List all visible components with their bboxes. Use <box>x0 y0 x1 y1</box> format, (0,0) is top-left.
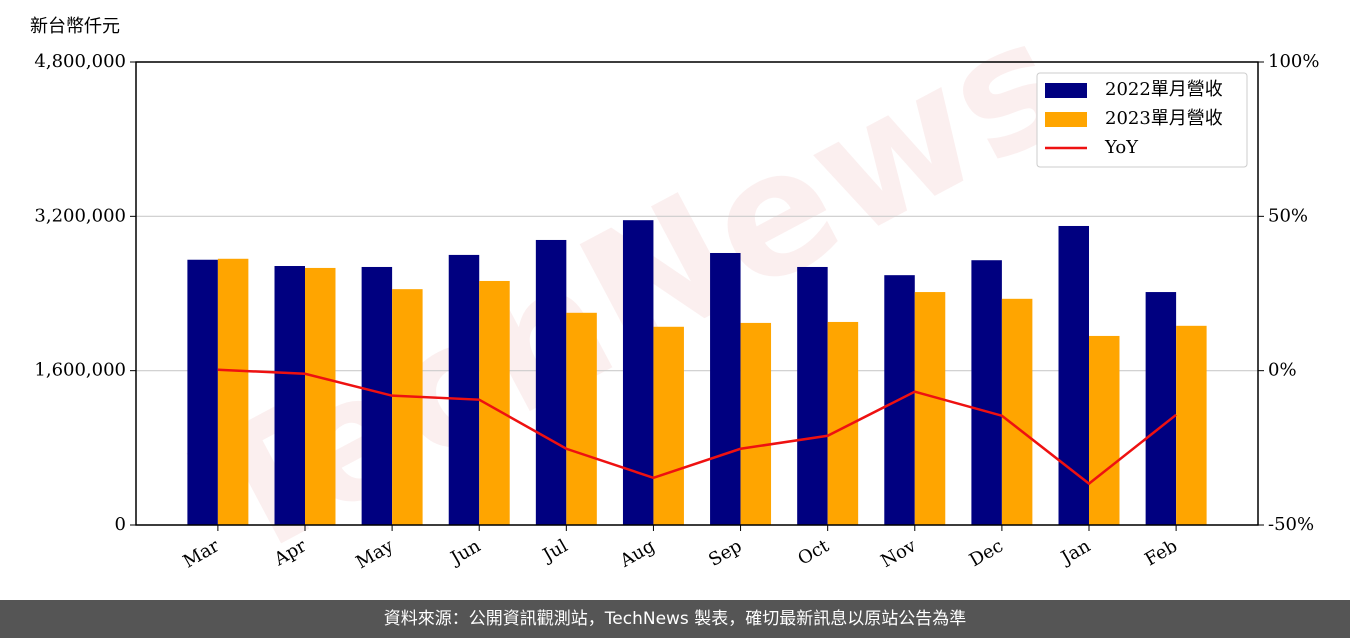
x-tick-label: Sep <box>705 535 745 570</box>
y2-tick-label: 0% <box>1268 360 1297 381</box>
bar <box>566 312 597 525</box>
bar <box>1001 298 1033 525</box>
x-tick-label: Nov <box>877 535 920 572</box>
bar <box>971 260 1002 525</box>
bar <box>622 220 654 526</box>
y-tick-label: 3,200,000 <box>34 205 126 226</box>
bar <box>304 267 336 525</box>
bar <box>274 266 305 525</box>
bar <box>392 289 423 525</box>
chart: 新台幣仟元 TechNews 01,600,0003,200,0004,800,… <box>30 0 1319 599</box>
bar <box>1176 325 1207 525</box>
line <box>217 368 1177 486</box>
footer: 資料來源：公開資訊觀測站，TechNews 製表，確切最新訊息以原站公告為準 <box>0 600 1350 638</box>
bar <box>361 266 393 525</box>
bar <box>1058 225 1090 525</box>
bar <box>217 258 249 525</box>
x-tick-label: Dec <box>966 535 1007 571</box>
y-tick-label: 4,800,000 <box>34 51 126 72</box>
x-tick-label: Oct <box>794 535 833 570</box>
legend-label: YoY <box>1104 137 1139 158</box>
y-axis-label: 新台幣仟元 <box>30 16 120 37</box>
bar <box>710 252 741 526</box>
bar <box>914 292 946 525</box>
bar <box>1145 292 1177 525</box>
bar <box>1089 335 1120 525</box>
x-tick-label: Jun <box>446 535 485 570</box>
x-tick-label: Jul <box>538 535 572 567</box>
x-tick-label: Aug <box>616 535 659 572</box>
bar <box>653 326 684 525</box>
y-tick-label: 1,600,000 <box>34 360 126 381</box>
bar <box>740 322 772 525</box>
y2-tick-label: 100% <box>1268 51 1319 72</box>
x-tick-label: Mar <box>180 535 224 572</box>
y-tick-label: 0 <box>115 514 126 535</box>
legend-swatch <box>1045 112 1087 127</box>
legend-swatch <box>1045 83 1087 98</box>
bar <box>448 254 480 525</box>
bar <box>797 266 828 525</box>
x-tick-label: Feb <box>1141 535 1181 570</box>
y2-tick-label: 50% <box>1268 205 1308 226</box>
plot-frame <box>135 61 1259 526</box>
bar <box>535 239 567 525</box>
bar <box>187 259 218 525</box>
legend-label: 2022單月營收 <box>1105 79 1223 100</box>
y2-tick-label: -50% <box>1268 514 1314 535</box>
legend-box <box>1036 72 1248 168</box>
x-tick-label: Jan <box>1056 535 1094 569</box>
legend-label: 2023單月營收 <box>1105 108 1223 129</box>
legend: 2022單月營收 2023單月營收 YoY <box>1036 72 1248 168</box>
